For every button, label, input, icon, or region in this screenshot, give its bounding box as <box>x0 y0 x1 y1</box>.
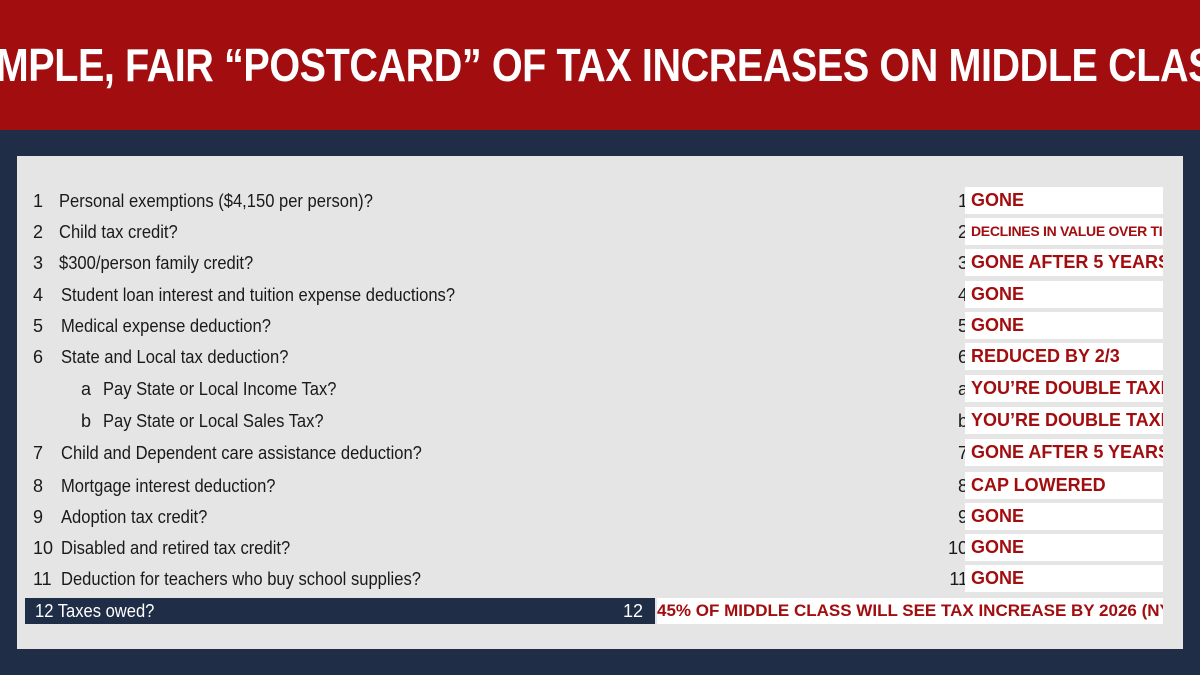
row-number: 11 <box>33 569 52 589</box>
answer-number: 11 <box>949 569 968 589</box>
row-label: Child tax credit? <box>59 222 178 242</box>
table-row: 11 Deduction for teachers who buy school… <box>17 564 1183 595</box>
row-number: 7 <box>33 443 44 463</box>
table-row: b Pay State or Local Sales Tax? b YOU’RE… <box>17 406 1183 437</box>
row-number: 9 <box>33 507 44 527</box>
row-label: Pay State or Local Sales Tax? <box>103 411 324 431</box>
answer-box: GONE <box>965 503 1163 530</box>
row-label: Pay State or Local Income Tax? <box>103 379 337 399</box>
answer-number: 5 <box>957 316 968 336</box>
row-number: 5 <box>33 316 44 336</box>
answer-box: YOU’RE DOUBLE TAXED <box>965 375 1163 402</box>
table-row: 1 Personal exemptions ($4,150 per person… <box>17 186 1183 217</box>
table-row: 10 Disabled and retired tax credit? 10 G… <box>17 533 1183 564</box>
answer-box: GONE <box>965 312 1163 339</box>
answer-box: GONE <box>965 281 1163 308</box>
table-row: 5 Medical expense deduction? 5 GONE <box>17 311 1183 342</box>
answer-number: b <box>957 411 968 431</box>
answer-box: GONE <box>965 565 1163 592</box>
total-label: 12 Taxes owed? <box>35 601 155 621</box>
table-row: 7 Child and Dependent care assistance de… <box>17 438 1183 469</box>
row-number: 10 <box>33 538 54 558</box>
row-label: Child and Dependent care assistance dedu… <box>61 443 422 463</box>
answer-number: 4 <box>957 285 968 305</box>
row-label: Disabled and retired tax credit? <box>61 538 291 558</box>
table-row: a Pay State or Local Income Tax? a YOU’R… <box>17 374 1183 405</box>
answer-box: CAP LOWERED <box>965 472 1163 499</box>
answer-number: 8 <box>957 476 968 496</box>
answer-number: 2 <box>957 222 968 242</box>
answer-box: REDUCED BY 2/3 <box>965 343 1163 370</box>
title-banner: SIMPLE, FAIR “POSTCARD” OF TAX INCREASES… <box>0 0 1200 130</box>
answer-number: a <box>957 379 968 399</box>
row-number: a <box>81 379 92 399</box>
postcard-panel: 1 Personal exemptions ($4,150 per person… <box>17 156 1183 649</box>
answer-box: YOU’RE DOUBLE TAXED <box>965 407 1163 434</box>
total-answer-box: 45% OF MIDDLE CLASS WILL SEE TAX INCREAS… <box>657 598 1163 624</box>
row-number: b <box>81 411 92 431</box>
row-label: Deduction for teachers who buy school su… <box>61 569 421 589</box>
answer-number: 10 <box>947 538 968 558</box>
row-label: Adoption tax credit? <box>61 507 208 527</box>
answer-number: 3 <box>957 253 968 273</box>
answer-number: 1 <box>957 191 968 211</box>
row-number: 3 <box>33 253 44 273</box>
total-row: 12 Taxes owed? 12 <box>25 598 655 624</box>
answer-number: 7 <box>957 443 968 463</box>
table-row: 3 $300/person family credit? 3 GONE AFTE… <box>17 248 1183 279</box>
table-row: 4 Student loan interest and tuition expe… <box>17 280 1183 311</box>
answer-box: GONE <box>965 534 1163 561</box>
row-label: $300/person family credit? <box>59 253 254 273</box>
answer-number: 6 <box>957 347 968 367</box>
row-number: 4 <box>33 285 44 305</box>
row-label: Medical expense deduction? <box>61 316 271 336</box>
row-number: 1 <box>33 191 44 211</box>
answer-box: DECLINES IN VALUE OVER TIME <box>965 218 1163 245</box>
page-title: SIMPLE, FAIR “POSTCARD” OF TAX INCREASES… <box>0 39 1200 91</box>
row-label: Student loan interest and tuition expens… <box>61 285 456 305</box>
total-number: 12 <box>622 601 643 621</box>
row-number: 2 <box>33 222 44 242</box>
row-number: 8 <box>33 476 44 496</box>
answer-box: GONE AFTER 5 YEARS <box>965 439 1163 466</box>
table-row: 8 Mortgage interest deduction? 8 CAP LOW… <box>17 471 1183 502</box>
answer-number: 9 <box>957 507 968 527</box>
table-row: 9 Adoption tax credit? 9 GONE <box>17 502 1183 533</box>
row-label: Mortgage interest deduction? <box>61 476 276 496</box>
answer-box: GONE <box>965 187 1163 214</box>
row-label: State and Local tax deduction? <box>61 347 289 367</box>
answer-box: GONE AFTER 5 YEARS <box>965 249 1163 276</box>
table-row: 2 Child tax credit? 2 DECLINES IN VALUE … <box>17 217 1183 248</box>
row-number: 6 <box>33 347 44 367</box>
row-label: Personal exemptions ($4,150 per person)? <box>59 191 373 211</box>
table-row: 6 State and Local tax deduction? 6 REDUC… <box>17 342 1183 373</box>
